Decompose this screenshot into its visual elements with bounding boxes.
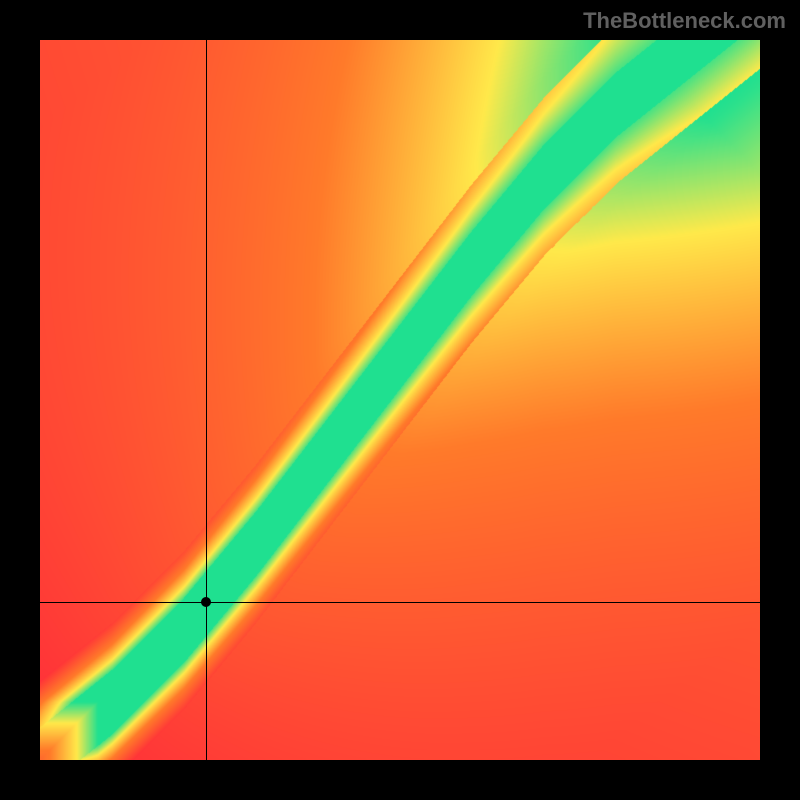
selected-point-marker <box>201 597 211 607</box>
bottleneck-heatmap <box>40 40 760 760</box>
crosshair-horizontal <box>40 602 760 603</box>
watermark-text: TheBottleneck.com <box>583 8 786 34</box>
crosshair-vertical <box>206 40 207 760</box>
heatmap-canvas <box>40 40 760 760</box>
